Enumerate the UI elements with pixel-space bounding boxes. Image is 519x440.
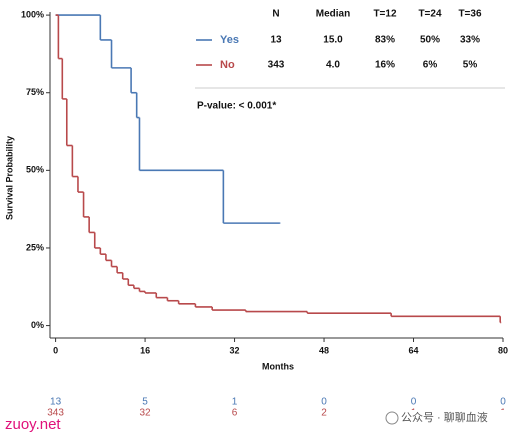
table-cell: 13: [270, 35, 282, 46]
risk-count: 343: [47, 408, 64, 419]
table-cell: 343: [268, 60, 285, 71]
y-tick-label: 25%: [26, 242, 44, 252]
x-tick-label: 16: [140, 345, 150, 355]
watermark-account: 公众号 · 聊聊血液: [401, 410, 488, 424]
table-header: Median: [316, 9, 350, 20]
table-cell: 4.0: [326, 60, 340, 71]
x-tick-label: 48: [319, 345, 329, 355]
table-cell: 6%: [423, 60, 438, 71]
watermark-bg: [382, 410, 514, 426]
risk-count: 13: [50, 397, 62, 408]
risk-count: 0: [411, 397, 417, 408]
wechat-icon: [385, 411, 399, 425]
table-cell: 33%: [460, 35, 480, 46]
risk-count: 0: [321, 397, 327, 408]
table-header: T=36: [458, 9, 482, 20]
table-cell: 5%: [463, 60, 478, 71]
x-tick-label: 64: [409, 345, 419, 355]
legend-label: Yes: [220, 34, 239, 46]
table-header: T=12: [373, 9, 397, 20]
risk-count: 32: [140, 408, 152, 419]
risk-count: 6: [232, 408, 238, 419]
y-tick-label: 50%: [26, 165, 44, 175]
watermark-site: zuoy.net: [5, 416, 61, 433]
risk-count: 2: [321, 408, 327, 419]
table-cell: 16%: [375, 60, 395, 71]
x-tick-label: 80: [498, 345, 508, 355]
p-value: P-value: < 0.001*: [197, 101, 276, 112]
x-tick-label: 0: [53, 345, 58, 355]
legend-label: No: [220, 59, 235, 71]
table-header: T=24: [418, 9, 442, 20]
table-cell: 15.0: [323, 35, 343, 46]
y-tick-label: 100%: [21, 9, 44, 19]
table-cell: 50%: [420, 35, 440, 46]
y-axis-label: Survival Probability: [4, 136, 14, 220]
table-header: N: [272, 9, 279, 20]
risk-count: 0: [500, 397, 506, 408]
x-tick-label: 32: [230, 345, 240, 355]
table-cell: 83%: [375, 35, 395, 46]
y-tick-label: 0%: [31, 320, 44, 330]
risk-count: 1: [232, 397, 238, 408]
y-tick-label: 75%: [26, 87, 44, 97]
x-axis-label: Months: [262, 361, 294, 371]
risk-count: 5: [142, 397, 148, 408]
